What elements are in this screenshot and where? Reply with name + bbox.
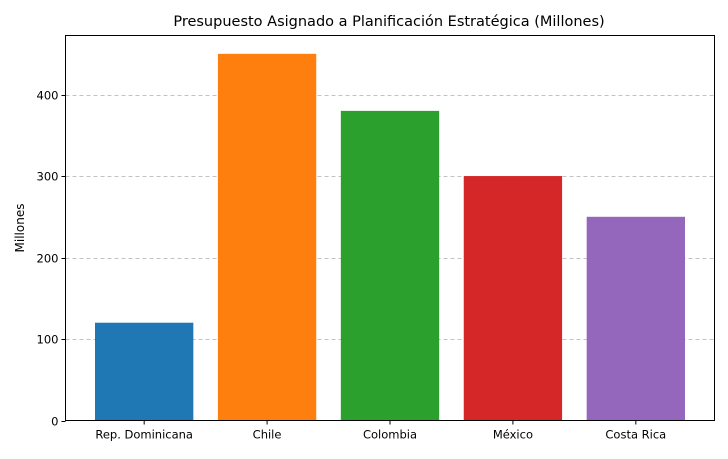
y-tick-label: 0 [51,415,58,429]
bar-m-xico [463,176,563,421]
bar-costa-rica [586,216,685,421]
bar-chile [217,53,317,421]
x-tick-label: Rep. Dominicana [95,428,193,442]
chart-title: Presupuesto Asignado a Planificación Est… [173,14,604,30]
y-tick-label: 200 [37,252,59,266]
bar-rep-dominicana [95,322,194,421]
plot-frame [65,35,715,421]
x-tick-label: México [493,428,533,442]
x-tick-label: Chile [253,428,282,442]
y-tick-label: 400 [37,89,59,103]
bar-colombia [340,110,440,421]
x-tick-label: Costa Rica [605,428,666,442]
y-axis-label: Millones [13,204,27,253]
x-tick-label: Colombia [363,428,417,442]
y-tick-label: 300 [37,170,59,184]
y-tick-label: 100 [37,333,59,347]
